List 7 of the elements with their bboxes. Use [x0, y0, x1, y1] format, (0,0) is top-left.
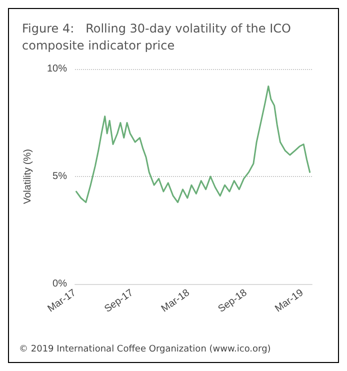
line-series: [75, 85, 311, 204]
chart-title: Figure 4: Rolling 30-day volatility of the ICO composite indicator price: [22, 22, 295, 52]
text: © 2019 International Coffee Organization (www.ico.org): [19, 344, 271, 354]
y-tick-label: 10%: [46, 64, 68, 74]
y-tick-label: 5%: [52, 171, 68, 182]
y-axis-title: Volatility (%): [22, 148, 34, 204]
y-tick-label: 0%: [52, 278, 68, 290]
